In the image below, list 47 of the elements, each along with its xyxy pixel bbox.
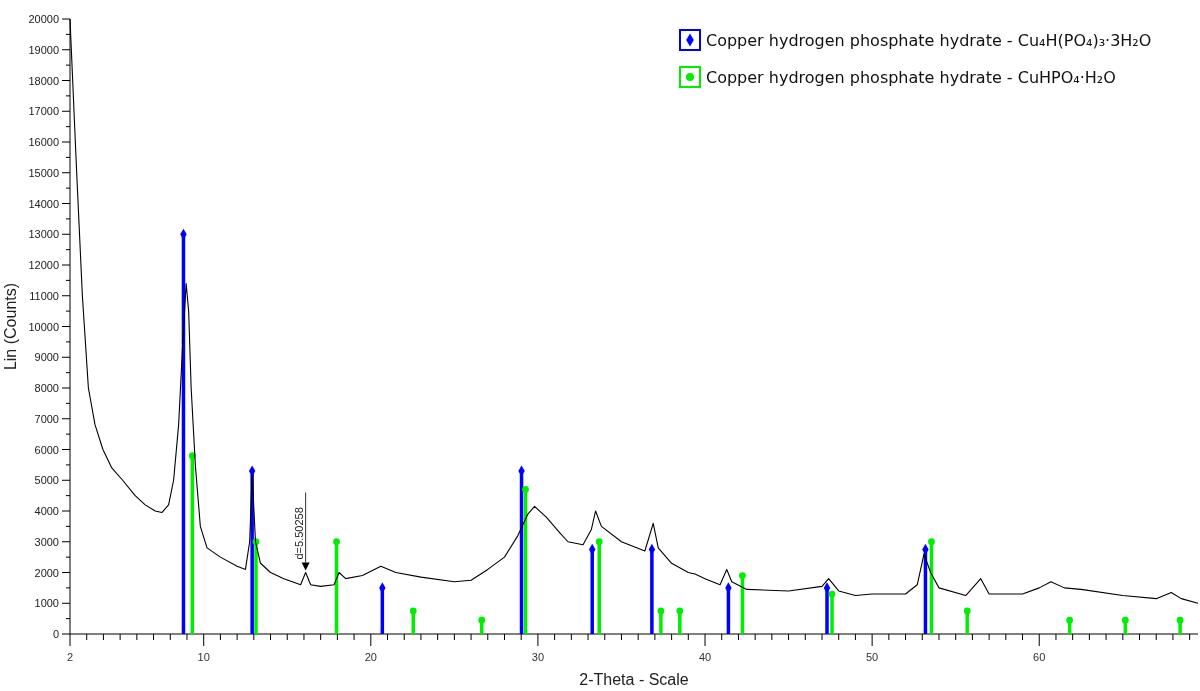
y-tick-label: 9000	[34, 351, 59, 364]
x-axis-title: 2-Theta - Scale	[579, 671, 689, 688]
point	[657, 607, 665, 615]
x-tick-label: 30	[531, 651, 545, 663]
y-tick-label: 7000	[34, 412, 59, 425]
y-tick-label: 12000	[28, 259, 59, 271]
y-axis-title: Lin (Counts)	[2, 282, 19, 371]
point	[1121, 616, 1129, 624]
x-tick-label: 60	[1033, 651, 1046, 663]
x-tick-label: 10	[197, 651, 210, 663]
y-tick-label: 14000	[28, 197, 59, 210]
y-tick-label: 15000	[28, 166, 59, 179]
point	[522, 486, 529, 493]
point	[928, 538, 935, 546]
y-tick-label: 6000	[34, 443, 59, 456]
legend-label: Copper hydrogen phosphate hydrate - Cu₄H(PO₄)₃·3H₂O	[706, 31, 1152, 50]
point	[595, 538, 603, 546]
point	[478, 616, 486, 624]
y-tick-label: 1000	[34, 597, 59, 610]
point	[1176, 616, 1184, 624]
x-tick-label: 40	[698, 651, 712, 663]
y-tick-label: 19000	[28, 43, 59, 56]
point	[409, 607, 417, 615]
y-tick-label: 10000	[28, 320, 59, 333]
y-tick-label: 11000	[29, 289, 59, 302]
y-tick-label: 20000	[28, 13, 59, 25]
legend-label: Copper hydrogen phosphate hydrate - CuHPO₄·H₂O	[706, 68, 1116, 87]
y-tick-label: 13000	[28, 228, 59, 241]
point	[963, 607, 971, 615]
y-tick-label: 2000	[34, 566, 59, 579]
y-tick-label: 18000	[28, 74, 59, 87]
point	[739, 572, 746, 579]
y-tick-label: 17000	[28, 105, 59, 118]
point	[828, 590, 836, 598]
y-tick-label: 0	[52, 628, 59, 640]
x-tick-label: 2	[66, 651, 74, 663]
annotation: d=5.50258	[292, 507, 305, 560]
point	[676, 607, 684, 615]
y-tick-label: 16000	[28, 136, 59, 148]
y-tick-label: 3000	[34, 535, 59, 548]
y-tick-label: 4000	[34, 505, 59, 517]
point	[333, 538, 340, 546]
y-tick-label: 8000	[34, 382, 59, 394]
x-tick-label: 20	[364, 651, 377, 663]
point	[1066, 616, 1074, 624]
y-tick-label: 5000	[34, 474, 59, 487]
x-tick-label: 50	[866, 651, 879, 663]
